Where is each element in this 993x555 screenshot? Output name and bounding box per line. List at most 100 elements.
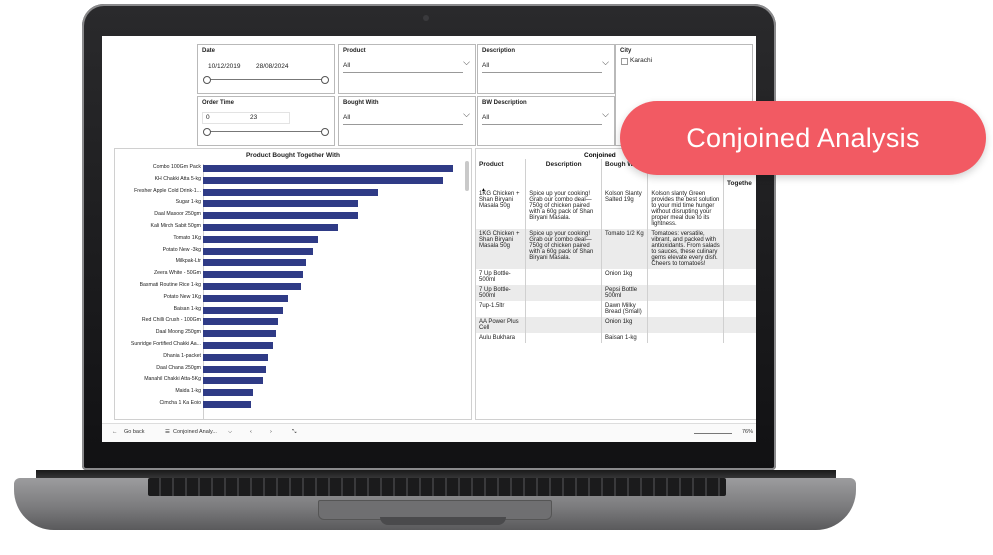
cell-bw-description [647,333,725,343]
cell-description [525,301,603,317]
cell-together [723,189,756,229]
next-page-icon[interactable]: › [270,429,272,435]
chevron-down-icon[interactable]: ⌵ [463,57,470,67]
cell-description [525,269,603,285]
product-filter[interactable]: Product All ⌵ [338,44,476,94]
table-row[interactable]: 7 Up Bottle-500ml Onion 1kg [476,269,756,285]
bar[interactable] [203,330,276,338]
chevron-down-icon[interactable]: ⌵ [463,109,470,119]
bar[interactable] [203,212,358,220]
expand-icon[interactable]: ⤡ [292,429,297,435]
cell-product: 1KG Chicken + Shan Biryani Masala 50g [476,189,527,229]
bar[interactable] [203,271,303,279]
cell-bw-description [647,285,725,301]
bar[interactable] [203,247,313,255]
description-filter-label: Description [482,48,516,54]
bw-description-filter[interactable]: BW Description All ⌵ [477,96,615,146]
sort-ascending-icon[interactable]: ▲ [481,187,486,193]
category-label: Tomato 1Kg [173,234,201,241]
bar[interactable] [203,176,443,184]
conjoined-table: Product Description Bough With Togethe 1… [476,159,756,343]
tab-conjoined-analysis[interactable]: Conjoined Analy... [173,429,217,435]
category-label: Milkpak-Ltr [175,258,201,265]
bar[interactable] [203,224,338,231]
conjoined-analysis-badge: Conjoined Analysis [620,101,986,175]
bar[interactable] [203,389,253,397]
cell-product: 7 Up Bottle-500ml [476,285,527,301]
cell-bought-with: Onion 1kg [601,317,649,333]
cell-together [723,285,756,301]
col-header-product[interactable]: Product [476,159,527,189]
bar[interactable] [203,165,453,172]
table-row[interactable]: 7 Up Bottle-500ml Pepsi Bottle 500ml [476,285,756,301]
bar[interactable] [203,342,273,349]
bar[interactable] [203,401,251,408]
category-label: Daal Moong 250gm [155,329,201,336]
order-time-max: 23 [250,114,258,121]
order-time-min: 0 [206,114,210,121]
laptop-keyboard [148,478,726,496]
cell-product: Aulu Bukhara [476,333,527,343]
product-filter-label: Product [343,48,366,54]
order-time-input-box[interactable] [202,112,290,124]
table-row[interactable]: Aulu Bukhara Baisan 1-kg [476,333,756,343]
go-back-button[interactable]: Go back [124,429,145,435]
bar[interactable] [203,318,278,326]
description-filter-value: All [482,62,490,69]
col-header-description[interactable]: Description [525,159,603,189]
bought-with-filter-underline [343,124,463,125]
table-row[interactable]: 1KG Chicken + Shan Biryani Masala 50g Spi… [476,189,756,229]
cell-bw-description: Kolson slanty Green provides the best so… [647,189,725,229]
chevron-down-icon[interactable]: ⌵ [602,57,609,67]
zoom-slider[interactable] [694,433,732,434]
date-filter[interactable]: Date 10/12/2019 28/08/2024 [197,44,335,94]
order-time-end-handle[interactable] [321,128,329,136]
cell-description [525,317,603,333]
category-label: Red Chilli Crush - 100Gm [141,317,201,324]
chart-scrollbar[interactable] [465,161,469,191]
cell-together [723,229,756,269]
bar[interactable] [203,365,266,373]
bought-with-filter[interactable]: Bought With All ⌵ [338,96,476,146]
date-slider-end-handle[interactable] [321,76,329,84]
back-arrow-icon[interactable]: ← [112,429,118,435]
bw-description-filter-value: All [482,114,490,121]
bought-with-filter-value: All [343,114,351,121]
bar[interactable] [203,200,358,208]
checkbox-icon[interactable] [621,58,628,65]
city-option-karachi[interactable]: Karachi [630,57,653,64]
bar[interactable] [203,188,378,196]
webcam [423,15,429,21]
laptop-screen: Date 10/12/2019 28/08/2024 Product All ⌵… [102,36,756,442]
cell-bought-with: Pepsi Bottle 500ml [601,285,649,301]
category-label: Zeera White - 50Gm [154,270,201,277]
chevron-down-icon[interactable]: ⌵ [228,429,233,435]
description-filter[interactable]: Description All ⌵ [477,44,615,94]
cell-product: AA Power Plus Cell [476,317,527,333]
order-time-filter-label: Order Time [202,100,234,106]
laptop-front-lip [380,517,506,525]
bar[interactable] [203,377,263,385]
category-label: Daal Chana 250gm [156,364,201,371]
bar[interactable] [203,283,301,290]
table-row[interactable]: AA Power Plus Cell Onion 1kg [476,317,756,333]
order-time-start-handle[interactable] [203,128,211,136]
table-row[interactable]: 7up-1.5ltr Dawn Milky Bread (Small) [476,301,756,317]
order-time-filter[interactable]: Order Time 0 23 [197,96,335,146]
cell-product: 7up-1.5ltr [476,301,527,317]
bar[interactable] [203,235,318,243]
bar[interactable] [203,294,288,302]
chevron-down-icon[interactable]: ⌵ [602,109,609,119]
bar[interactable] [203,353,268,361]
chart-axis-line [203,164,204,419]
description-filter-underline [482,72,602,73]
previous-page-icon[interactable]: ‹ [250,429,252,435]
cell-product: 1KG Chicken + Shan Biryani Masala 50g [476,229,527,269]
category-label: Fresher Apple Cold Drink-1... [134,187,201,194]
bar[interactable] [203,306,283,314]
date-slider-start-handle[interactable] [203,76,211,84]
bar[interactable] [203,259,306,267]
table-row[interactable]: 1KG Chicken + Shan Biryani Masala 50g Spi… [476,229,756,269]
category-label: Kali Mirch Sabit 50gm [150,223,201,229]
product-filter-underline [343,72,463,73]
